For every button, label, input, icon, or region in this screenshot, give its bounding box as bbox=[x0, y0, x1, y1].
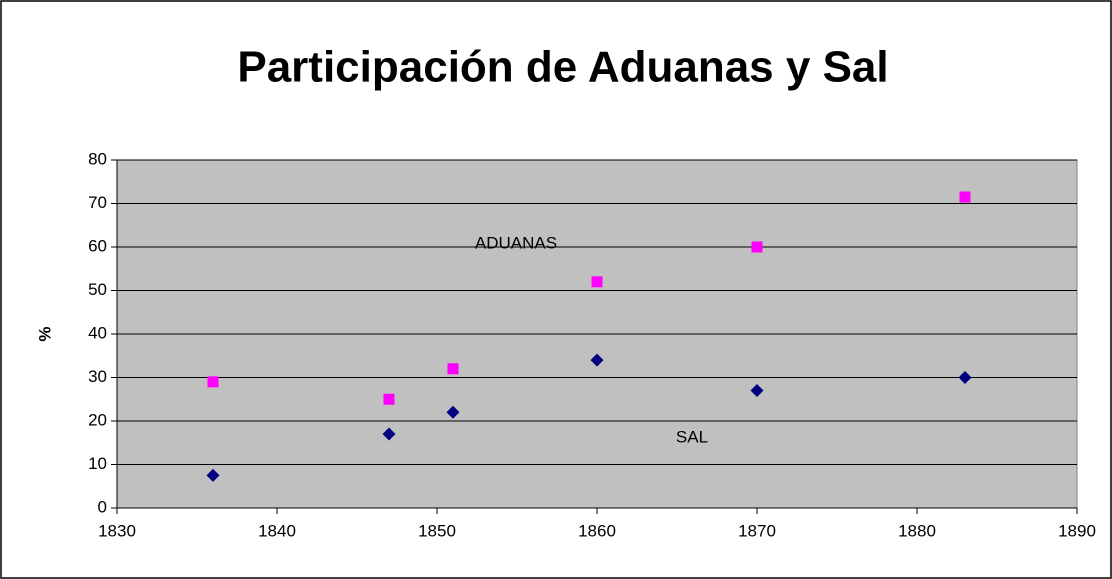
chart-title: Participación de Aduanas y Sal bbox=[237, 43, 888, 92]
y-tick-label: 10 bbox=[88, 454, 107, 473]
point bbox=[383, 393, 395, 405]
x-tick-label: 1860 bbox=[578, 521, 616, 540]
x-tick-label: 1870 bbox=[738, 521, 776, 540]
point bbox=[751, 241, 763, 253]
y-tick-label: 30 bbox=[88, 367, 107, 386]
point bbox=[958, 371, 972, 384]
x-tick-label: 1880 bbox=[898, 521, 936, 540]
y-tick-label: 60 bbox=[88, 236, 107, 255]
y-tick-label: 0 bbox=[98, 497, 107, 516]
y-tick-label: 80 bbox=[88, 149, 107, 168]
x-tick-label: 1850 bbox=[418, 521, 456, 540]
y-tick-label: 50 bbox=[88, 280, 107, 299]
point bbox=[207, 376, 219, 388]
point bbox=[382, 427, 396, 441]
y-tick-label: 20 bbox=[88, 410, 107, 429]
point bbox=[591, 276, 603, 288]
y-axis-label: % bbox=[35, 326, 54, 341]
series-label: ADUANAS bbox=[475, 233, 557, 252]
point bbox=[206, 468, 220, 482]
point bbox=[590, 353, 604, 367]
x-tick-label: 1830 bbox=[98, 521, 136, 540]
x-tick-label: 1890 bbox=[1058, 521, 1096, 540]
series-label: SAL bbox=[676, 427, 708, 446]
y-tick-label: 40 bbox=[88, 323, 107, 342]
point bbox=[446, 405, 460, 419]
point bbox=[959, 191, 971, 203]
point bbox=[447, 363, 459, 375]
x-tick-label: 1840 bbox=[258, 521, 296, 540]
y-tick-label: 70 bbox=[88, 193, 107, 212]
point bbox=[750, 384, 764, 398]
